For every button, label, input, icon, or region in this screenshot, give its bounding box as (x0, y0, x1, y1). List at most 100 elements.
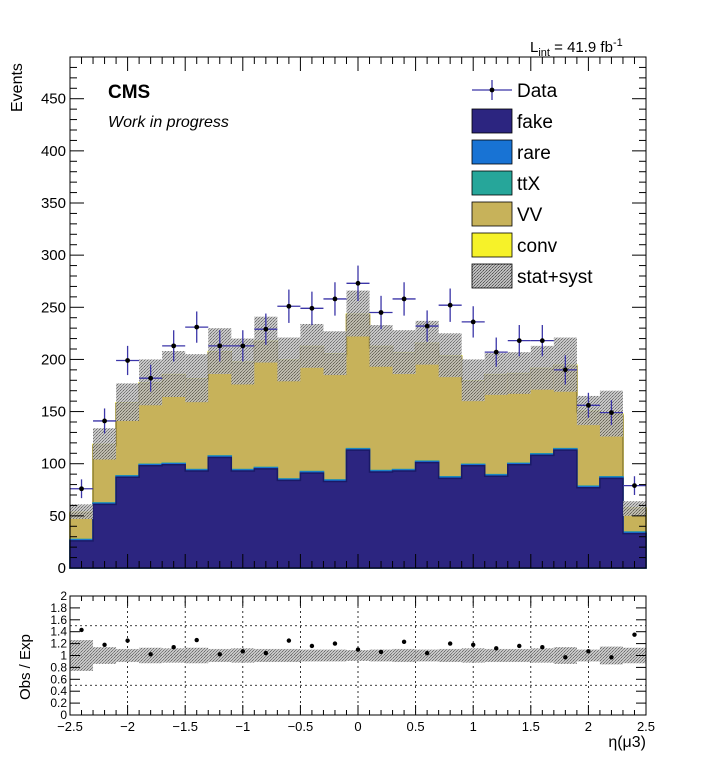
ratio-x-tick-label: −2.5 (57, 719, 83, 734)
ratio-y-tick-label: 0.6 (50, 672, 67, 686)
legend-swatch-rare (471, 139, 513, 165)
ratio-point (194, 637, 199, 643)
ratio-band-bin (116, 648, 140, 663)
ratio-band-bin (415, 649, 439, 662)
band-bin (530, 345, 554, 390)
uncertainty-band-layer (70, 290, 646, 519)
band-bin (70, 504, 94, 519)
main-panel: 0 50 100 150 200 250 300 350 400 450 Events CMS W… (9, 37, 647, 577)
ratio-y-tick-label: 1.4 (50, 625, 67, 639)
legend-label: stat+syst (517, 267, 593, 288)
ratio-point (125, 638, 130, 643)
legend-swatch-conv (471, 232, 513, 258)
data-point (309, 305, 315, 311)
band-bin (415, 320, 439, 365)
band-bin (162, 351, 186, 397)
data-point (286, 303, 292, 309)
band-bin (369, 325, 393, 367)
legend-swatch-ttX (471, 170, 513, 196)
ratio-band-bin (438, 648, 462, 663)
ratio-y-tick-label: 2 (60, 589, 67, 603)
data-point (79, 486, 84, 492)
legend-label: ttX (517, 174, 541, 195)
data-point (424, 323, 430, 329)
ratio-band-bin (461, 648, 485, 663)
band-bin (507, 352, 531, 394)
ratio-band-bin (622, 647, 646, 664)
ratio-point (240, 649, 245, 654)
y-tick-label: 100 (41, 456, 66, 473)
main-x-ticks (69, 57, 647, 568)
ratio-point (609, 655, 614, 660)
data-point (263, 326, 269, 332)
band-bin (93, 428, 117, 460)
band-bin (277, 337, 301, 382)
band-bin (346, 290, 370, 337)
band-bin (484, 353, 508, 395)
ratio-band-bin (70, 640, 94, 671)
ratio-y-tick-label: 0.2 (50, 696, 67, 710)
ratio-x-tick-label: −1 (235, 719, 250, 734)
legend-label: Data (517, 81, 558, 102)
ratio-panel: 00.20.40.60.811.21.41.61.82 −2.5 −2 −1.5 −1… (17, 589, 655, 751)
ratio-x-tick-label: 0.5 (407, 719, 425, 734)
ratio-y-axis: 00.20.40.60.811.21.41.61.82 (50, 589, 646, 722)
band-bin (116, 383, 140, 421)
y-tick-label: 450 (41, 91, 66, 108)
ratio-band-bin (254, 648, 278, 663)
data-point (632, 483, 637, 489)
status-label: Work in progress (108, 114, 229, 131)
ratio-band-bin (392, 648, 416, 663)
ratio-band-bin (162, 648, 186, 663)
ratio-x-tick-label: −2 (120, 719, 135, 734)
ratio-point (494, 646, 499, 651)
ratio-band-bin (507, 648, 531, 663)
ratio-y-tick-label: 0.8 (50, 660, 67, 674)
ratio-band-layer (70, 640, 646, 671)
x-axis-label: η(μ3) (608, 734, 646, 751)
ratio-point (286, 638, 292, 643)
ratio-band-bin (300, 649, 324, 662)
stack-fake (69, 449, 647, 569)
y-tick-label: 250 (41, 299, 66, 316)
data-point (194, 324, 200, 330)
data-point (539, 338, 545, 344)
data-point (240, 343, 246, 349)
ratio-point (563, 655, 568, 660)
data-point (401, 296, 407, 302)
ratio-point (517, 643, 522, 649)
y-tick-label: 150 (41, 404, 66, 421)
ratio-point (148, 652, 153, 657)
data-points-layer (70, 265, 646, 499)
band-bin (392, 330, 416, 375)
ratio-band-bin (185, 647, 209, 664)
ratio-point (632, 632, 637, 637)
ratio-band-bin (277, 648, 301, 663)
legend-label: rare (517, 143, 551, 164)
ratio-point (401, 639, 407, 645)
data-point (125, 358, 130, 363)
ratio-x-tick-label: 0 (354, 719, 361, 734)
ratio-point (424, 650, 430, 656)
data-point (355, 280, 361, 286)
legend-label: VV (517, 205, 543, 226)
ratio-point (332, 641, 338, 646)
ratio-y-tick-label: 0.4 (50, 684, 67, 698)
data-point (562, 367, 568, 373)
legend-swatch-VV (471, 201, 513, 227)
band-bin (323, 331, 347, 376)
ratio-y-tick-label: 1.2 (50, 637, 67, 651)
legend-label: conv (517, 236, 558, 257)
band-bin (185, 354, 209, 403)
ratio-band-bin (346, 650, 370, 661)
data-point (148, 375, 154, 381)
ratio-x-tick-label: 1.5 (522, 719, 540, 734)
y-tick-label: 300 (41, 247, 66, 264)
data-point (516, 338, 522, 344)
data-point (332, 296, 338, 302)
data-point (609, 410, 614, 416)
main-y-axis: 0 50 100 150 200 250 300 350 400 450 (41, 66, 646, 577)
band-bin (461, 359, 485, 402)
ratio-point (263, 650, 269, 656)
